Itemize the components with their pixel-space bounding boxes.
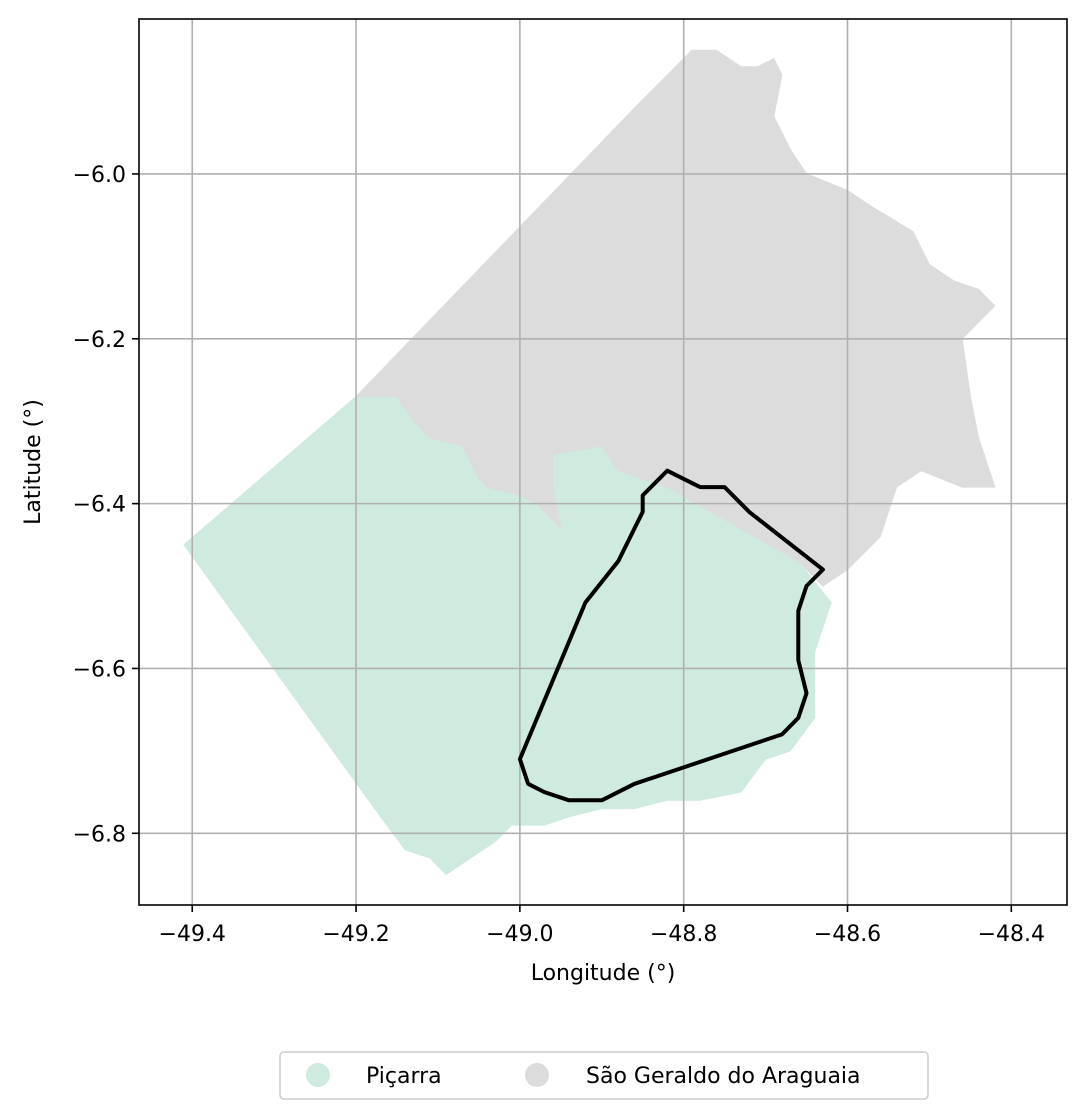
grid-lines xyxy=(139,19,1067,905)
x-tick-label: −49.0 xyxy=(486,922,553,947)
y-tick-label: −6.8 xyxy=(73,822,126,847)
region-sao-geraldo-do-araguaia xyxy=(354,49,996,587)
x-tick-label: −48.4 xyxy=(978,922,1045,947)
x-tick-label: −49.2 xyxy=(322,922,389,947)
legend: Piçarra São Geraldo do Araguaia xyxy=(279,1051,929,1100)
y-tick-label: −6.4 xyxy=(73,493,126,518)
y-tick-label: −6.0 xyxy=(73,163,126,188)
y-tick-label: −6.6 xyxy=(73,657,126,682)
legend-label-sao-geraldo: São Geraldo do Araguaia xyxy=(586,1064,861,1089)
legend-label-picarra: Piçarra xyxy=(366,1064,442,1089)
axis-ticks: −49.4 −49.2 −49.0 −48.8 −48.6 −48.4 −6.0 −6.2 −6… xyxy=(73,163,1045,947)
x-tick-label: −49.4 xyxy=(159,922,226,947)
x-tick-label: −48.6 xyxy=(814,922,881,947)
highlighted-area-outline xyxy=(517,468,825,803)
y-tick-label: −6.2 xyxy=(73,328,126,353)
legend-marker-sao-geraldo xyxy=(525,1063,549,1087)
plot-frame xyxy=(138,18,1068,906)
regions-layer xyxy=(183,49,996,876)
y-axis-label: Latitude (°) xyxy=(21,399,46,525)
legend-frame xyxy=(279,1051,929,1100)
legend-marker-picarra xyxy=(306,1063,330,1087)
x-tick-label: −48.8 xyxy=(650,922,717,947)
highlight-outline-layer xyxy=(517,468,825,803)
x-axis-label: Longitude (°) xyxy=(531,961,676,986)
